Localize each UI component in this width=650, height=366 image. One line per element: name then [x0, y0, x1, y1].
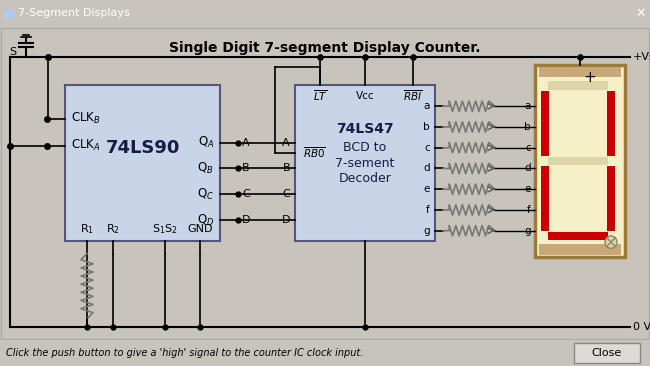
Text: D: D [281, 215, 290, 225]
Text: Q$_C$: Q$_C$ [197, 187, 214, 202]
Text: R$_1$: R$_1$ [80, 222, 94, 236]
Text: $\overline{RBI}$: $\overline{RBI}$ [403, 89, 422, 103]
Text: A: A [242, 138, 250, 147]
Bar [548, 157, 608, 165]
Text: a: a [525, 101, 531, 111]
Text: CLK$_A$: CLK$_A$ [71, 138, 101, 153]
Text: Single Digit 7-segment Display Counter.: Single Digit 7-segment Display Counter. [169, 41, 481, 55]
Text: S$_1$S$_2$: S$_1$S$_2$ [152, 222, 178, 236]
Text: d: d [423, 164, 430, 173]
Bar [539, 244, 621, 255]
Text: Click the push button to give a 'high' signal to the counter IC clock input.: Click the push button to give a 'high' s… [6, 348, 363, 358]
Text: D: D [242, 215, 250, 225]
Text: d: d [525, 164, 531, 173]
Text: c: c [525, 143, 531, 153]
FancyBboxPatch shape [574, 343, 640, 363]
Bar [535, 65, 625, 257]
Text: f: f [527, 205, 531, 215]
Text: 74LS90: 74LS90 [105, 139, 179, 157]
Text: GND: GND [187, 224, 213, 234]
Text: $\overline{RB0}$: $\overline{RB0}$ [303, 146, 326, 160]
Text: R$_2$: R$_2$ [106, 222, 120, 236]
Text: g: g [525, 226, 531, 236]
Text: S: S [10, 47, 16, 57]
Bar [539, 67, 621, 77]
Text: A: A [282, 138, 290, 147]
Text: B: B [242, 164, 250, 173]
Bar [541, 166, 549, 231]
Bar [607, 91, 615, 156]
Text: b: b [423, 122, 430, 132]
Text: Close: Close [592, 348, 622, 358]
Text: +Vs: +Vs [633, 52, 650, 63]
Text: ✕: ✕ [636, 7, 646, 20]
Text: Q$_D$: Q$_D$ [197, 213, 214, 228]
Text: c: c [424, 143, 430, 153]
Text: a: a [424, 101, 430, 111]
Text: C: C [242, 190, 250, 199]
Text: 7-sement: 7-sement [335, 157, 395, 170]
Text: 0 V: 0 V [633, 322, 650, 332]
Text: 74LS47: 74LS47 [336, 122, 394, 136]
Text: +: + [583, 70, 596, 85]
Text: 7-Segment Displays: 7-Segment Displays [18, 8, 130, 18]
Bar [607, 166, 615, 231]
Text: Q$_A$: Q$_A$ [198, 135, 214, 150]
Text: C: C [282, 190, 290, 199]
Text: e: e [424, 184, 430, 194]
Text: BCD to: BCD to [343, 141, 387, 154]
Text: e: e [525, 184, 531, 194]
Text: b: b [525, 122, 531, 132]
Text: ■: ■ [4, 8, 14, 18]
Text: f: f [426, 205, 430, 215]
Text: B: B [282, 164, 290, 173]
Bar [295, 86, 435, 241]
Text: $\overline{LT}$: $\overline{LT}$ [313, 89, 328, 103]
Bar [548, 232, 608, 240]
Bar [65, 86, 220, 241]
Text: g: g [423, 226, 430, 236]
Text: CLK$_B$: CLK$_B$ [71, 111, 101, 126]
Bar [541, 91, 549, 156]
Text: Decoder: Decoder [339, 172, 391, 185]
Bar [548, 81, 608, 90]
Circle shape [605, 236, 617, 249]
Text: Q$_B$: Q$_B$ [198, 161, 214, 176]
Text: Vcc: Vcc [356, 91, 374, 101]
